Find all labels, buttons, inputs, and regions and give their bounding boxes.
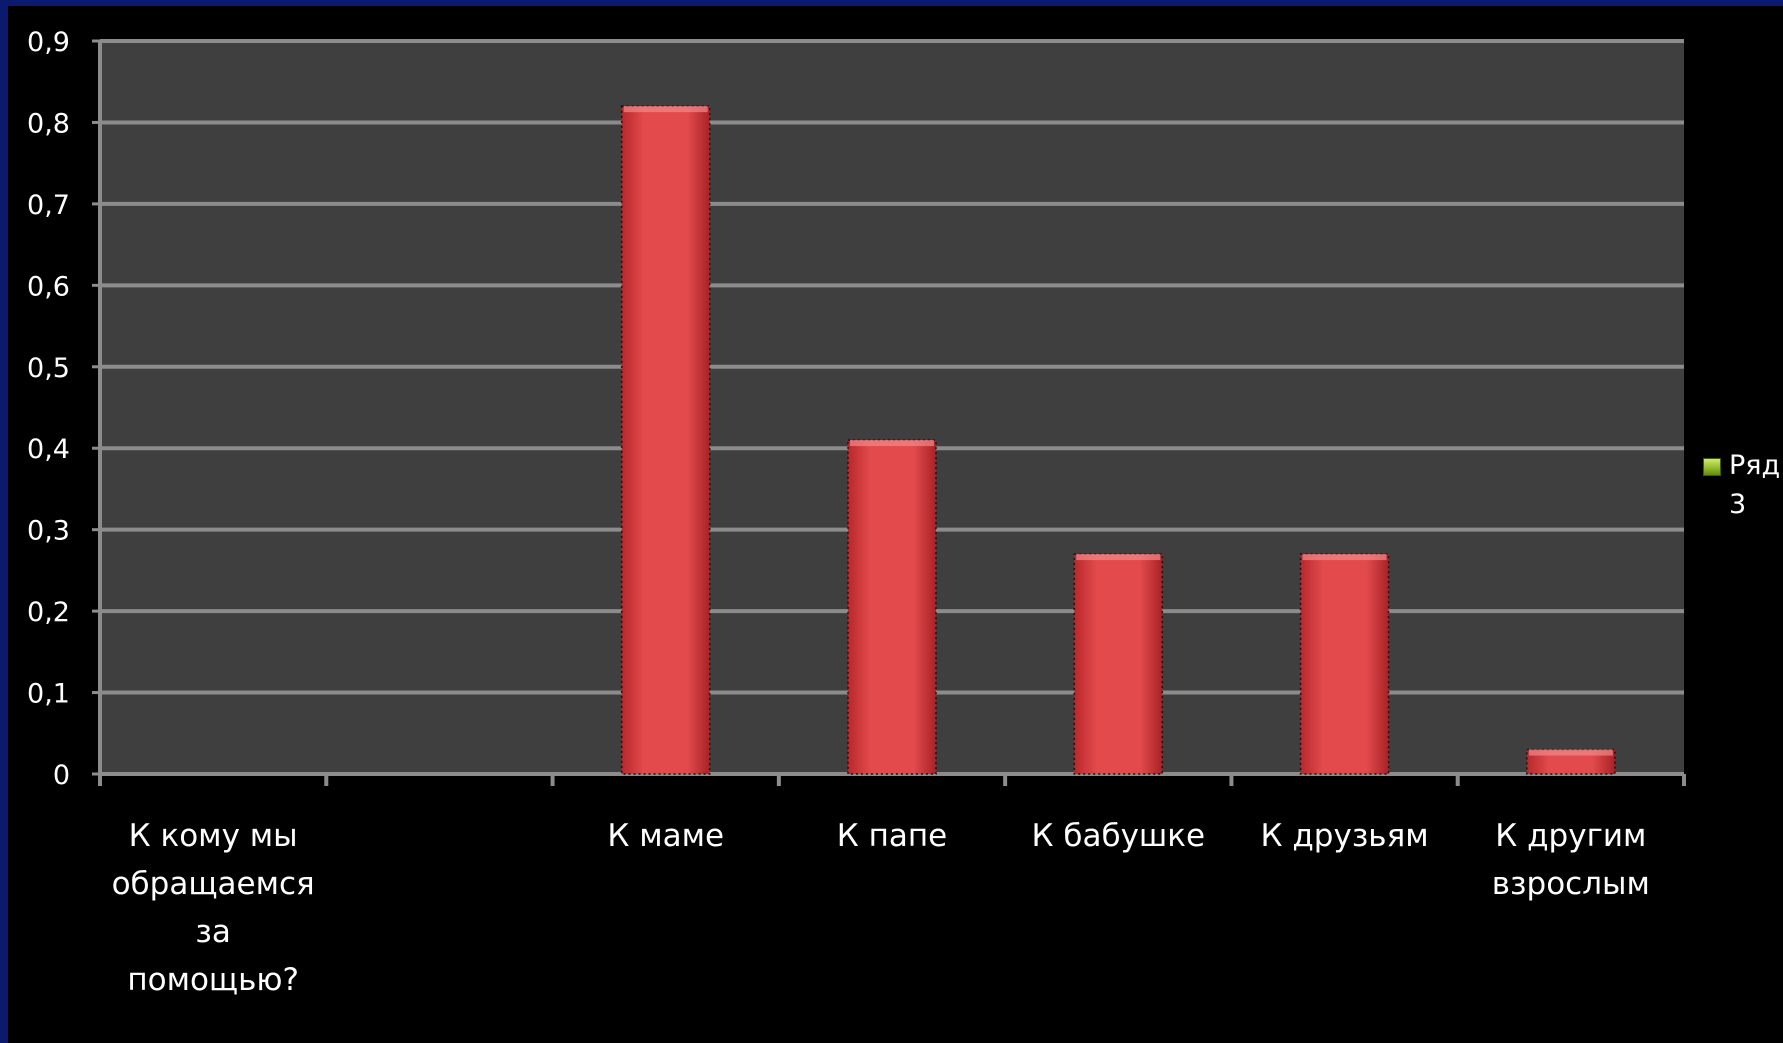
bar	[847, 439, 937, 775]
bar-highlight	[1302, 554, 1387, 561]
y-tick-label: 0,6	[27, 271, 70, 302]
bar-highlight	[1076, 554, 1161, 561]
bar	[1299, 553, 1390, 775]
legend-marker-icon	[1703, 458, 1721, 476]
bar-highlight	[1528, 749, 1613, 756]
legend: Ряд 3	[1703, 446, 1783, 524]
bar-highlight	[623, 106, 708, 113]
y-tick-label: 0,7	[27, 190, 70, 221]
y-tick-label: 0,9	[27, 27, 70, 58]
legend-label: Ряд 3	[1729, 450, 1781, 520]
y-tick-label: 0	[53, 760, 70, 791]
y-tick-label: 0,8	[27, 108, 70, 139]
x-tick-label: К друзьям	[1260, 818, 1429, 854]
x-tick-label: К папе	[836, 818, 948, 854]
bar	[1073, 553, 1164, 775]
y-tick-label: 0,3	[27, 516, 70, 547]
x-tick-label: К другим взрослым	[1491, 818, 1650, 902]
y-tick-label: 0,1	[27, 679, 70, 710]
x-tick-label: К маме	[607, 818, 725, 854]
y-tick-label: 0,2	[27, 597, 70, 628]
x-tick-label: К бабушке	[1031, 818, 1206, 854]
bar	[620, 105, 711, 775]
y-tick-label: 0,5	[27, 353, 70, 384]
bar-highlight	[850, 440, 934, 447]
x-tick-label: К кому мы обращаемся за помощью?	[111, 818, 315, 998]
y-tick-label: 0,4	[27, 434, 70, 465]
